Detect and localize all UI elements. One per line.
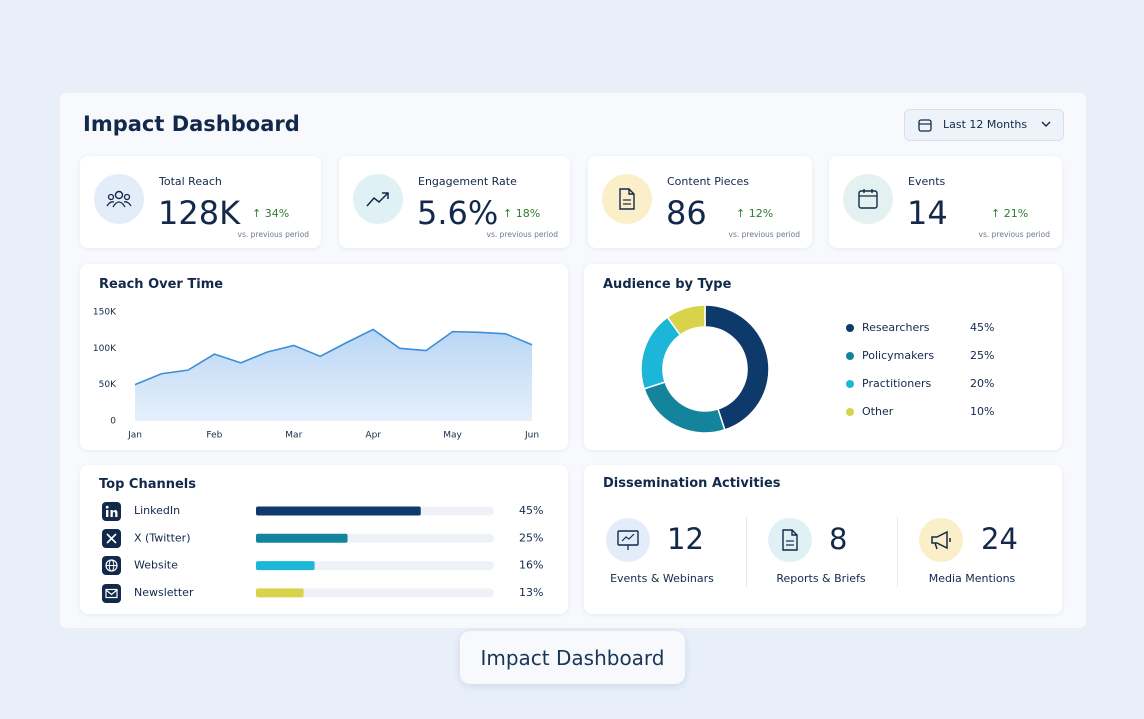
dashboard-title: Impact Dashboard: [83, 112, 300, 136]
bar-value-label: 45%: [519, 504, 543, 517]
divider: [897, 517, 898, 587]
donut-segment: [666, 304, 706, 337]
kpi-change-value: 34%: [264, 207, 290, 220]
legend-value: 20%: [970, 377, 994, 390]
x-tick-label: Mar: [285, 431, 302, 441]
x-tick-label: Feb: [206, 431, 222, 441]
kpi-note: vs. previous period: [486, 230, 558, 239]
kpi-note: vs. previous period: [728, 230, 800, 239]
kpi-icon: [353, 174, 403, 224]
legend-dot: [846, 324, 854, 332]
x-tick-label: Apr: [365, 431, 381, 441]
activity-value: 24: [981, 522, 1018, 556]
bar-value-label: 25%: [519, 531, 543, 544]
x-tick-label: Jun: [524, 431, 539, 441]
y-tick-label: 0: [110, 417, 116, 427]
bar: [256, 506, 421, 516]
activity-label: Reports & Briefs: [776, 572, 866, 585]
kpi-label: Total Reach: [159, 175, 222, 188]
activity-value: 8: [829, 522, 847, 556]
newsletter-icon: [102, 584, 121, 603]
channel-label: X (Twitter): [134, 531, 190, 544]
card-title: Dissemination Activities: [603, 476, 781, 491]
date-filter-label: Last 12 Months: [943, 118, 1028, 131]
legend-dot: [846, 408, 854, 416]
activities-card: [584, 465, 1062, 614]
kpi-card: Total Reach 128K ↑ 34% vs. previous peri…: [80, 156, 321, 248]
kpi-value: 128K: [158, 194, 241, 232]
bar: [256, 561, 315, 571]
kpi-label: Content Pieces: [667, 175, 750, 188]
area: [135, 329, 532, 421]
y-tick-label: 50K: [99, 380, 117, 390]
x-tick-label: May: [443, 431, 462, 441]
kpi-change-value: 12%: [748, 207, 774, 220]
x-icon: [102, 529, 121, 548]
legend-value: 25%: [970, 349, 994, 362]
kpi-icon: [94, 174, 144, 224]
kpi-card: Content Pieces 86 ↑ 12% vs. previous per…: [588, 156, 812, 248]
kpi-note: vs. previous period: [978, 230, 1050, 239]
line: [134, 328, 533, 386]
card-title: Top Channels: [99, 477, 196, 492]
activity-icon: [606, 518, 650, 562]
kpi-change-value: 21%: [1003, 207, 1029, 220]
channel-label: Newsletter: [134, 586, 194, 599]
channel-label: Website: [134, 559, 178, 572]
activity-value: 12: [667, 522, 704, 556]
kpi-value: 14: [907, 194, 948, 232]
chevron: [1041, 121, 1051, 127]
kpi-change-value: 18%: [515, 207, 541, 220]
kpi-value: 86: [666, 194, 707, 232]
bar: [256, 533, 348, 543]
kpi-icon: [602, 174, 652, 224]
date-filter[interactable]: Last 12 Months: [904, 109, 1064, 141]
kpi-change: ↑ 18%: [503, 207, 541, 220]
channel-label: LinkedIn: [134, 504, 180, 517]
donut-segment: [643, 381, 726, 434]
calendar-icon: [918, 119, 932, 132]
kpi-card: Events 14 ↑ 21% vs. previous period: [829, 156, 1062, 248]
website-icon: [102, 556, 121, 575]
bar-value-label: 13%: [519, 586, 543, 599]
y-tick-label: 150K: [93, 308, 117, 318]
bar-track: [256, 561, 494, 571]
kpi-icon: [843, 174, 893, 224]
legend-dot: [846, 380, 854, 388]
kpi-change: ↑ 21%: [991, 207, 1029, 220]
bar-track: [256, 588, 494, 598]
legend-label: Other: [862, 405, 894, 418]
linkedin-icon: [102, 502, 121, 521]
card-title: Audience by Type: [603, 277, 732, 292]
kpi-card: Engagement Rate 5.6% ↑ 18% vs. previous …: [339, 156, 570, 248]
activity-icon: [768, 518, 812, 562]
kpi-label: Events: [908, 175, 946, 188]
legend-label: Researchers: [862, 321, 930, 334]
legend-value: 10%: [970, 405, 994, 418]
y-tick-label: 100K: [93, 344, 117, 354]
bar: [256, 588, 304, 598]
caption: Impact Dashboard: [460, 631, 685, 684]
kpi-label: Engagement Rate: [418, 175, 517, 188]
kpi-note: vs. previous period: [237, 230, 309, 239]
activity-label: Events & Webinars: [610, 572, 714, 585]
legend-value: 45%: [970, 321, 994, 334]
bar-value-label: 16%: [519, 559, 543, 572]
legend-dot: [846, 352, 854, 360]
card-title: Reach Over Time: [99, 277, 224, 292]
kpi-change: ↑ 34%: [252, 207, 290, 220]
kpi-change: ↑ 12%: [736, 207, 774, 220]
activity-label: Media Mentions: [929, 572, 1016, 585]
legend-label: Practitioners: [862, 377, 931, 390]
kpi-value: 5.6%: [417, 194, 499, 232]
x-tick-label: Jan: [127, 431, 142, 441]
legend-label: Policymakers: [862, 349, 934, 362]
divider: [746, 517, 747, 587]
donut-segment: [704, 304, 770, 431]
activity-icon: [919, 518, 963, 562]
